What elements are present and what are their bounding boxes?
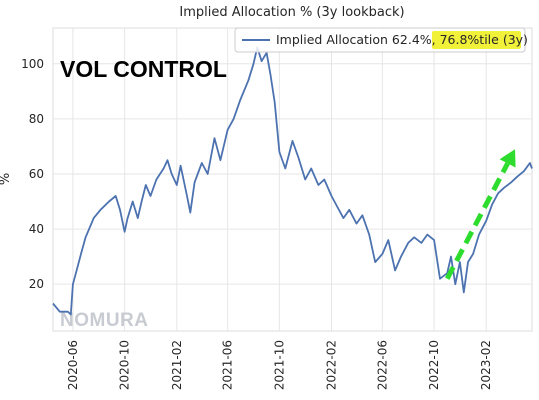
x-tick-label: 2020-10: [118, 340, 132, 390]
x-tick-label: 2021-10: [272, 340, 286, 390]
legend-entry-highlight: 76.8%tile (3y): [440, 32, 528, 47]
nomura-watermark: NOMURA: [60, 310, 149, 331]
green-trend-arrow: [445, 149, 516, 280]
y-tick-label: 80: [29, 112, 44, 126]
legend-highlight-background: [432, 31, 521, 49]
chart-title: Implied Allocation % (3y lookback): [179, 5, 404, 20]
vol-control-annotation: VOL CONTROL: [60, 56, 227, 82]
y-tick-label: 20: [29, 277, 44, 291]
y-tick-label: 100: [21, 57, 44, 71]
arrow-shaft: [445, 162, 510, 280]
x-tick-label: 2021-06: [221, 340, 235, 390]
x-tick-label: 2021-02: [170, 340, 184, 390]
legend-entry-prefix: Implied Allocation 62.4%,: [276, 32, 440, 47]
legend-entry: Implied Allocation 62.4%, 76.8%tile (3y): [276, 32, 528, 47]
x-tick-label: 2020-06: [66, 340, 80, 390]
y-tick-label: 60: [29, 167, 44, 181]
legend: Implied Allocation 62.4%, 76.8%tile (3y): [234, 27, 528, 53]
implied-allocation-line: [52, 46, 533, 316]
x-tick-label: 2022-10: [427, 340, 441, 390]
arrow-head: [499, 149, 516, 168]
y-axis-label: %: [0, 173, 13, 185]
grid-lines: [53, 28, 532, 331]
plot-area: [52, 27, 533, 332]
x-tick-label: 2022-06: [375, 340, 389, 390]
x-axis-ticks: 2020-06 2020-10 2021-02 2021-06 2021-10 2022-…: [66, 340, 493, 390]
x-tick-label: 2022-02: [324, 340, 338, 390]
y-tick-label: 40: [29, 222, 44, 236]
x-tick-label: 2023-02: [479, 340, 493, 390]
y-axis-ticks: 20 40 60 80 100: [21, 57, 44, 291]
